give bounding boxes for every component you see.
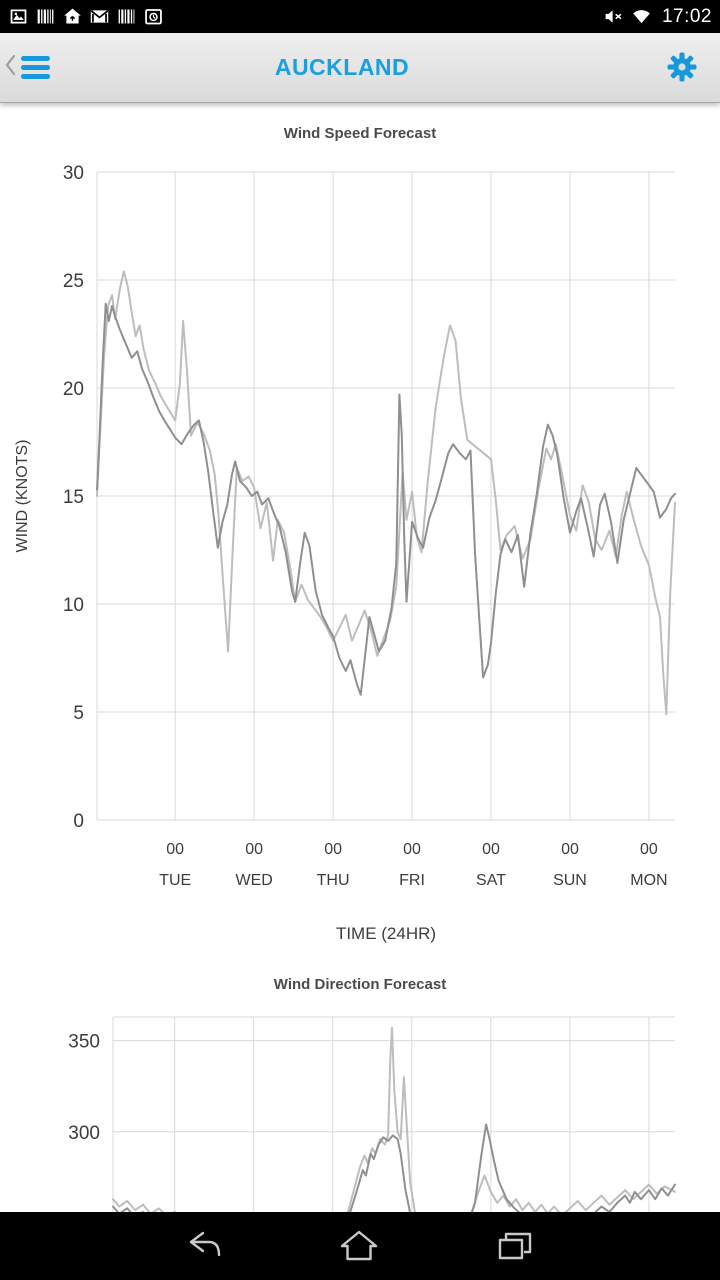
x-tick-day-label: THU xyxy=(317,872,350,889)
y-tick-label: 20 xyxy=(63,379,84,400)
status-bar-notification-icons xyxy=(8,6,603,27)
recents-button[interactable] xyxy=(493,1228,537,1264)
x-tick-day-label: WED xyxy=(235,872,272,889)
wifi-icon xyxy=(631,6,652,27)
back-button[interactable] xyxy=(183,1229,225,1263)
wind-speed-chart-title: Wind Speed Forecast xyxy=(283,125,437,142)
hamburger-icon xyxy=(21,56,50,79)
gear-icon xyxy=(667,52,697,82)
y-tick-label: 0 xyxy=(73,811,84,832)
x-axis-label: TIME (24HR) xyxy=(336,924,436,943)
x-tick-hour-label: 00 xyxy=(561,841,579,858)
back-icon xyxy=(189,1231,221,1257)
wind-direction-chart-title: Wind Direction Forecast xyxy=(273,976,447,993)
home-icon xyxy=(340,1230,378,1261)
status-time: 17:02 xyxy=(661,5,712,27)
y-axis-label: WIND (KNOTS) xyxy=(14,440,31,553)
x-tick-day-label: TUE xyxy=(159,872,191,889)
series-line-2 xyxy=(112,1026,676,1212)
content-scroll[interactable]: Wind Speed Forecast 0 5 10 15 20 25 30 00 TUE 00 W… xyxy=(0,103,720,1212)
recents-icon xyxy=(498,1232,532,1260)
gmail-icon xyxy=(89,6,110,27)
status-bar-system-icons: 17:02 xyxy=(603,6,712,28)
x-tick-hour-label: 00 xyxy=(482,841,500,858)
settings-button[interactable] xyxy=(665,50,699,84)
series-line-1 xyxy=(112,1123,676,1212)
app-bar: AUCKLAND xyxy=(0,33,720,103)
y-tick-label: 25 xyxy=(63,271,84,292)
home-upload-icon xyxy=(62,6,83,27)
x-tick-hour-label: 00 xyxy=(640,841,658,858)
wind-direction-chart: 250300350 xyxy=(68,1016,676,1212)
y-tick-label: 5 xyxy=(73,703,84,724)
series-line-2 xyxy=(96,270,676,716)
vibrate-icon xyxy=(603,6,624,27)
schedule-icon xyxy=(143,6,164,27)
x-tick-day-label: SUN xyxy=(553,872,587,889)
x-tick-day-label: MON xyxy=(630,872,667,889)
menu-button[interactable] xyxy=(0,33,50,102)
gallery-icon xyxy=(8,6,29,27)
series-line-1 xyxy=(96,302,676,696)
x-tick-hour-label: 00 xyxy=(166,841,184,858)
x-tick-hour-label: 00 xyxy=(324,841,342,858)
home-button[interactable] xyxy=(337,1228,381,1264)
back-chevron-icon xyxy=(4,53,16,82)
x-tick-day-label: SAT xyxy=(476,872,506,889)
y-tick-label: 30 xyxy=(63,163,84,184)
y-tick-label: 10 xyxy=(63,595,84,616)
x-tick-hour-label: 00 xyxy=(403,841,421,858)
barcode-icon xyxy=(35,6,56,27)
page-title: AUCKLAND xyxy=(274,54,410,80)
y-tick-label: 300 xyxy=(68,1123,100,1144)
navigation-bar xyxy=(0,1212,720,1280)
x-tick-hour-label: 00 xyxy=(245,841,263,858)
barcode-icon-2 xyxy=(116,6,137,27)
wind-speed-chart: 0 5 10 15 20 25 30 00 TUE 00 WED 00 THU 00 FRI 00 SAT 00 S… xyxy=(14,163,676,943)
y-tick-label: 350 xyxy=(68,1032,100,1053)
x-tick-day-label: FRI xyxy=(399,872,425,889)
status-bar: 17:02 xyxy=(0,0,720,33)
y-tick-label: 15 xyxy=(63,487,84,508)
